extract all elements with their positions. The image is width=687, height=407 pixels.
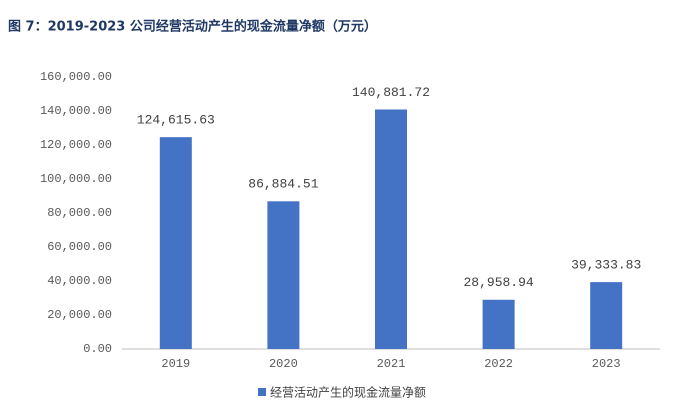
y-tick-label: 0.00 xyxy=(83,342,112,356)
x-tick-label: 2021 xyxy=(377,357,406,371)
x-tick-label: 2019 xyxy=(161,357,190,371)
y-tick-label: 120,000.00 xyxy=(40,138,112,152)
value-label: 28,958.94 xyxy=(463,275,533,290)
value-label: 140,881.72 xyxy=(352,85,430,100)
value-label: 39,333.83 xyxy=(571,258,641,273)
y-tick-label: 60,000.00 xyxy=(47,240,112,254)
legend-swatch xyxy=(258,388,266,396)
y-tick-label: 160,000.00 xyxy=(40,70,112,84)
bar xyxy=(159,137,192,349)
y-tick-label: 40,000.00 xyxy=(47,274,112,288)
value-label: 124,615.63 xyxy=(137,113,215,128)
y-tick-label: 140,000.00 xyxy=(40,104,112,118)
bar xyxy=(375,109,407,350)
bar xyxy=(590,282,623,349)
bar xyxy=(267,201,300,349)
x-tick-label: 2020 xyxy=(269,357,298,371)
y-tick-label: 100,000.00 xyxy=(40,172,112,186)
chart-title: 图 7：2019-2023 公司经营活动产生的现金流量净额（万元） xyxy=(8,19,377,35)
y-tick-label: 20,000.00 xyxy=(47,308,112,322)
y-tick-label: 80,000.00 xyxy=(47,206,112,220)
legend-label: 经营活动产生的现金流量净额 xyxy=(270,385,426,400)
x-tick-label: 2023 xyxy=(592,357,621,371)
bar xyxy=(482,299,515,349)
x-tick-label: 2022 xyxy=(484,357,513,371)
value-label: 86,884.51 xyxy=(248,177,318,192)
